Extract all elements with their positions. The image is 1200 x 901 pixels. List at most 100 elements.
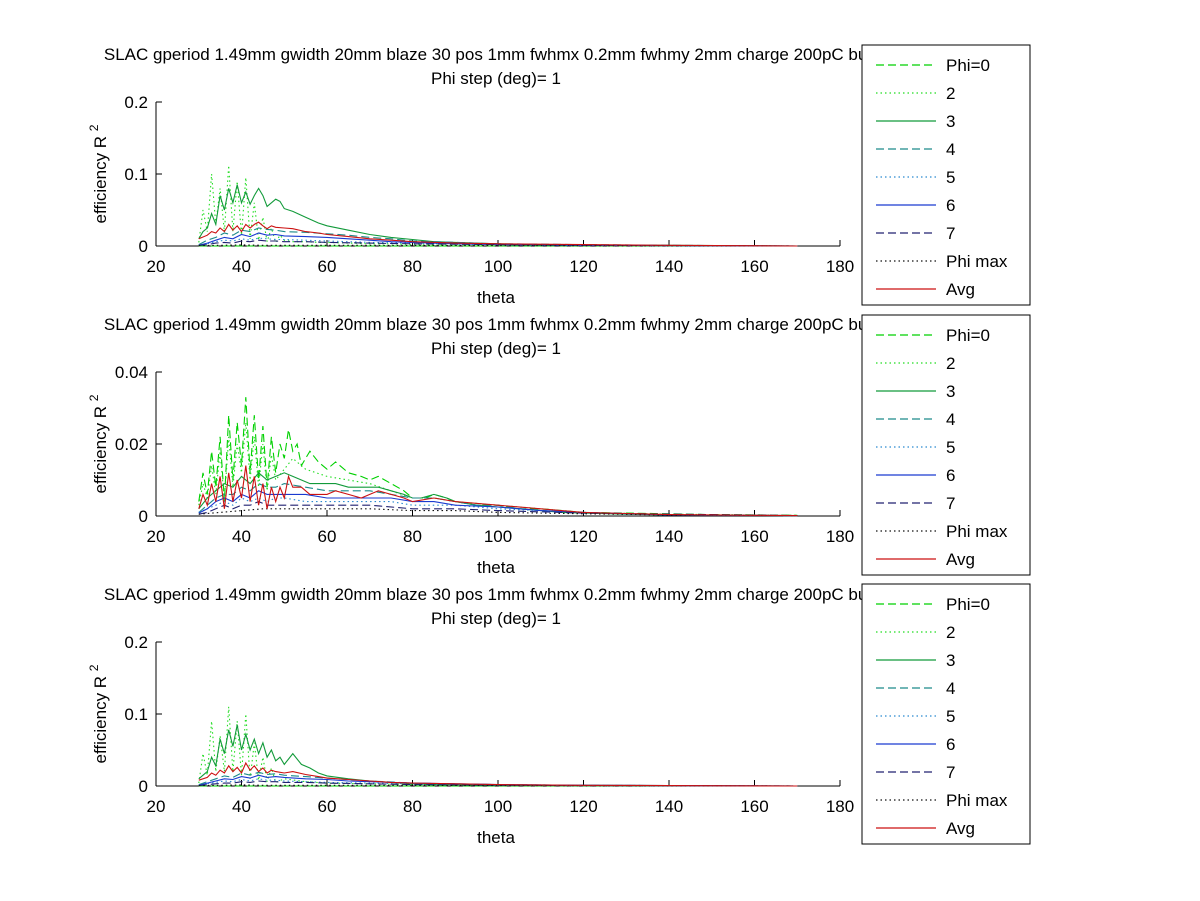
x-tick-label: 160 — [740, 257, 768, 276]
subplot-3: SLAC gperiod 1.49mm gwidth 20mm blaze 30… — [87, 583, 1031, 847]
y-tick-label: 0.2 — [124, 93, 148, 112]
x-tick-label: 180 — [826, 257, 854, 276]
series-line-6 — [198, 490, 798, 517]
legend-label: 7 — [946, 494, 955, 513]
x-tick-label: 140 — [655, 797, 683, 816]
y-axis-label-superscript: 2 — [87, 664, 101, 671]
x-tick-label: 180 — [826, 797, 854, 816]
y-axis-label-superscript: 2 — [87, 124, 101, 131]
subplot-2: SLAC gperiod 1.49mm gwidth 20mm blaze 30… — [87, 314, 1031, 577]
x-tick-label: 80 — [403, 797, 422, 816]
series-line-3 — [198, 184, 798, 247]
legend-label: 5 — [946, 168, 955, 187]
x-tick-label: 60 — [318, 797, 337, 816]
series-line-1 — [198, 397, 798, 516]
x-tick-label: 180 — [826, 527, 854, 546]
legend-label: 7 — [946, 763, 955, 782]
series-line-7 — [198, 239, 798, 247]
series-line-9 — [198, 761, 798, 787]
series-line-8 — [198, 784, 798, 787]
x-tick-label: 120 — [569, 257, 597, 276]
legend-label: Avg — [946, 819, 975, 838]
legend-label: 3 — [946, 651, 955, 670]
y-tick-label: 0 — [139, 237, 148, 256]
series-line-9 — [198, 221, 798, 247]
x-tick-label: 140 — [655, 527, 683, 546]
chart-subtitle: Phi step (deg)= 1 — [431, 339, 561, 358]
x-tick-label: 20 — [147, 527, 166, 546]
chart-title: SLAC gperiod 1.49mm gwidth 20mm blaze 30… — [104, 315, 992, 334]
legend-label: Avg — [946, 280, 975, 299]
x-tick-label: 100 — [484, 257, 512, 276]
y-tick-label: 0.1 — [124, 705, 148, 724]
series-line-3 — [198, 724, 798, 787]
legend-label: 2 — [946, 354, 955, 373]
legend-label: 7 — [946, 224, 955, 243]
series-line-8 — [198, 508, 798, 517]
x-tick-label: 80 — [403, 527, 422, 546]
series-line-2 — [198, 422, 798, 516]
y-axis-label: efficiency R 2 — [87, 394, 110, 493]
series-line-6 — [198, 232, 798, 247]
x-tick-label: 20 — [147, 257, 166, 276]
series-line-2 — [198, 706, 798, 787]
legend-box — [861, 44, 1031, 306]
x-tick-label: 100 — [484, 527, 512, 546]
legend-label: Phi=0 — [946, 56, 990, 75]
legend-label: 4 — [946, 140, 955, 159]
legend-label: Phi=0 — [946, 326, 990, 345]
series-line-2 — [198, 165, 798, 247]
x-tick-label: 160 — [740, 797, 768, 816]
x-tick-label: 60 — [318, 527, 337, 546]
y-tick-label: 0.2 — [124, 633, 148, 652]
series-line-5 — [198, 497, 798, 517]
x-tick-label: 80 — [403, 257, 422, 276]
y-axis-label-superscript: 2 — [87, 394, 101, 401]
legend-label: 2 — [946, 84, 955, 103]
legend-label: 5 — [946, 707, 955, 726]
x-tick-label: 160 — [740, 527, 768, 546]
y-tick-label: 0.1 — [124, 165, 148, 184]
x-axis-label: theta — [477, 288, 515, 307]
legend-label: 6 — [946, 196, 955, 215]
legend-box — [861, 583, 1031, 845]
series-line-9 — [198, 465, 798, 517]
x-tick-label: 140 — [655, 257, 683, 276]
legend-label: Avg — [946, 550, 975, 569]
legend-label: 6 — [946, 466, 955, 485]
x-axis-label: theta — [477, 828, 515, 847]
series-line-7 — [198, 780, 798, 787]
legend-label: 4 — [946, 679, 955, 698]
legend-label: Phi max — [946, 522, 1008, 541]
legend-label: 5 — [946, 438, 955, 457]
y-axis-label: efficiency R 2 — [87, 124, 110, 223]
y-axis-label: efficiency R 2 — [87, 664, 110, 763]
x-tick-label: 120 — [569, 797, 597, 816]
x-tick-label: 20 — [147, 797, 166, 816]
chart-title: SLAC gperiod 1.49mm gwidth 20mm blaze 30… — [104, 585, 992, 604]
x-tick-label: 40 — [232, 257, 251, 276]
legend-label: 2 — [946, 623, 955, 642]
chart-title: SLAC gperiod 1.49mm gwidth 20mm blaze 30… — [104, 45, 992, 64]
subplot-1: SLAC gperiod 1.49mm gwidth 20mm blaze 30… — [87, 44, 1031, 307]
x-tick-label: 120 — [569, 527, 597, 546]
x-tick-label: 40 — [232, 527, 251, 546]
series-line-8 — [198, 244, 798, 247]
chart-subtitle: Phi step (deg)= 1 — [431, 609, 561, 628]
legend-label: 3 — [946, 382, 955, 401]
legend-label: 3 — [946, 112, 955, 131]
legend-label: Phi max — [946, 252, 1008, 271]
chart-subtitle: Phi step (deg)= 1 — [431, 69, 561, 88]
y-tick-label: 0.02 — [115, 435, 148, 454]
x-axis-label: theta — [477, 558, 515, 577]
legend-label: 4 — [946, 410, 955, 429]
x-tick-label: 40 — [232, 797, 251, 816]
y-tick-label: 0.04 — [115, 363, 148, 382]
legend-label: Phi=0 — [946, 595, 990, 614]
x-tick-label: 100 — [484, 797, 512, 816]
x-tick-label: 60 — [318, 257, 337, 276]
legend-label: Phi max — [946, 791, 1008, 810]
legend-label: 6 — [946, 735, 955, 754]
y-tick-label: 0 — [139, 507, 148, 526]
